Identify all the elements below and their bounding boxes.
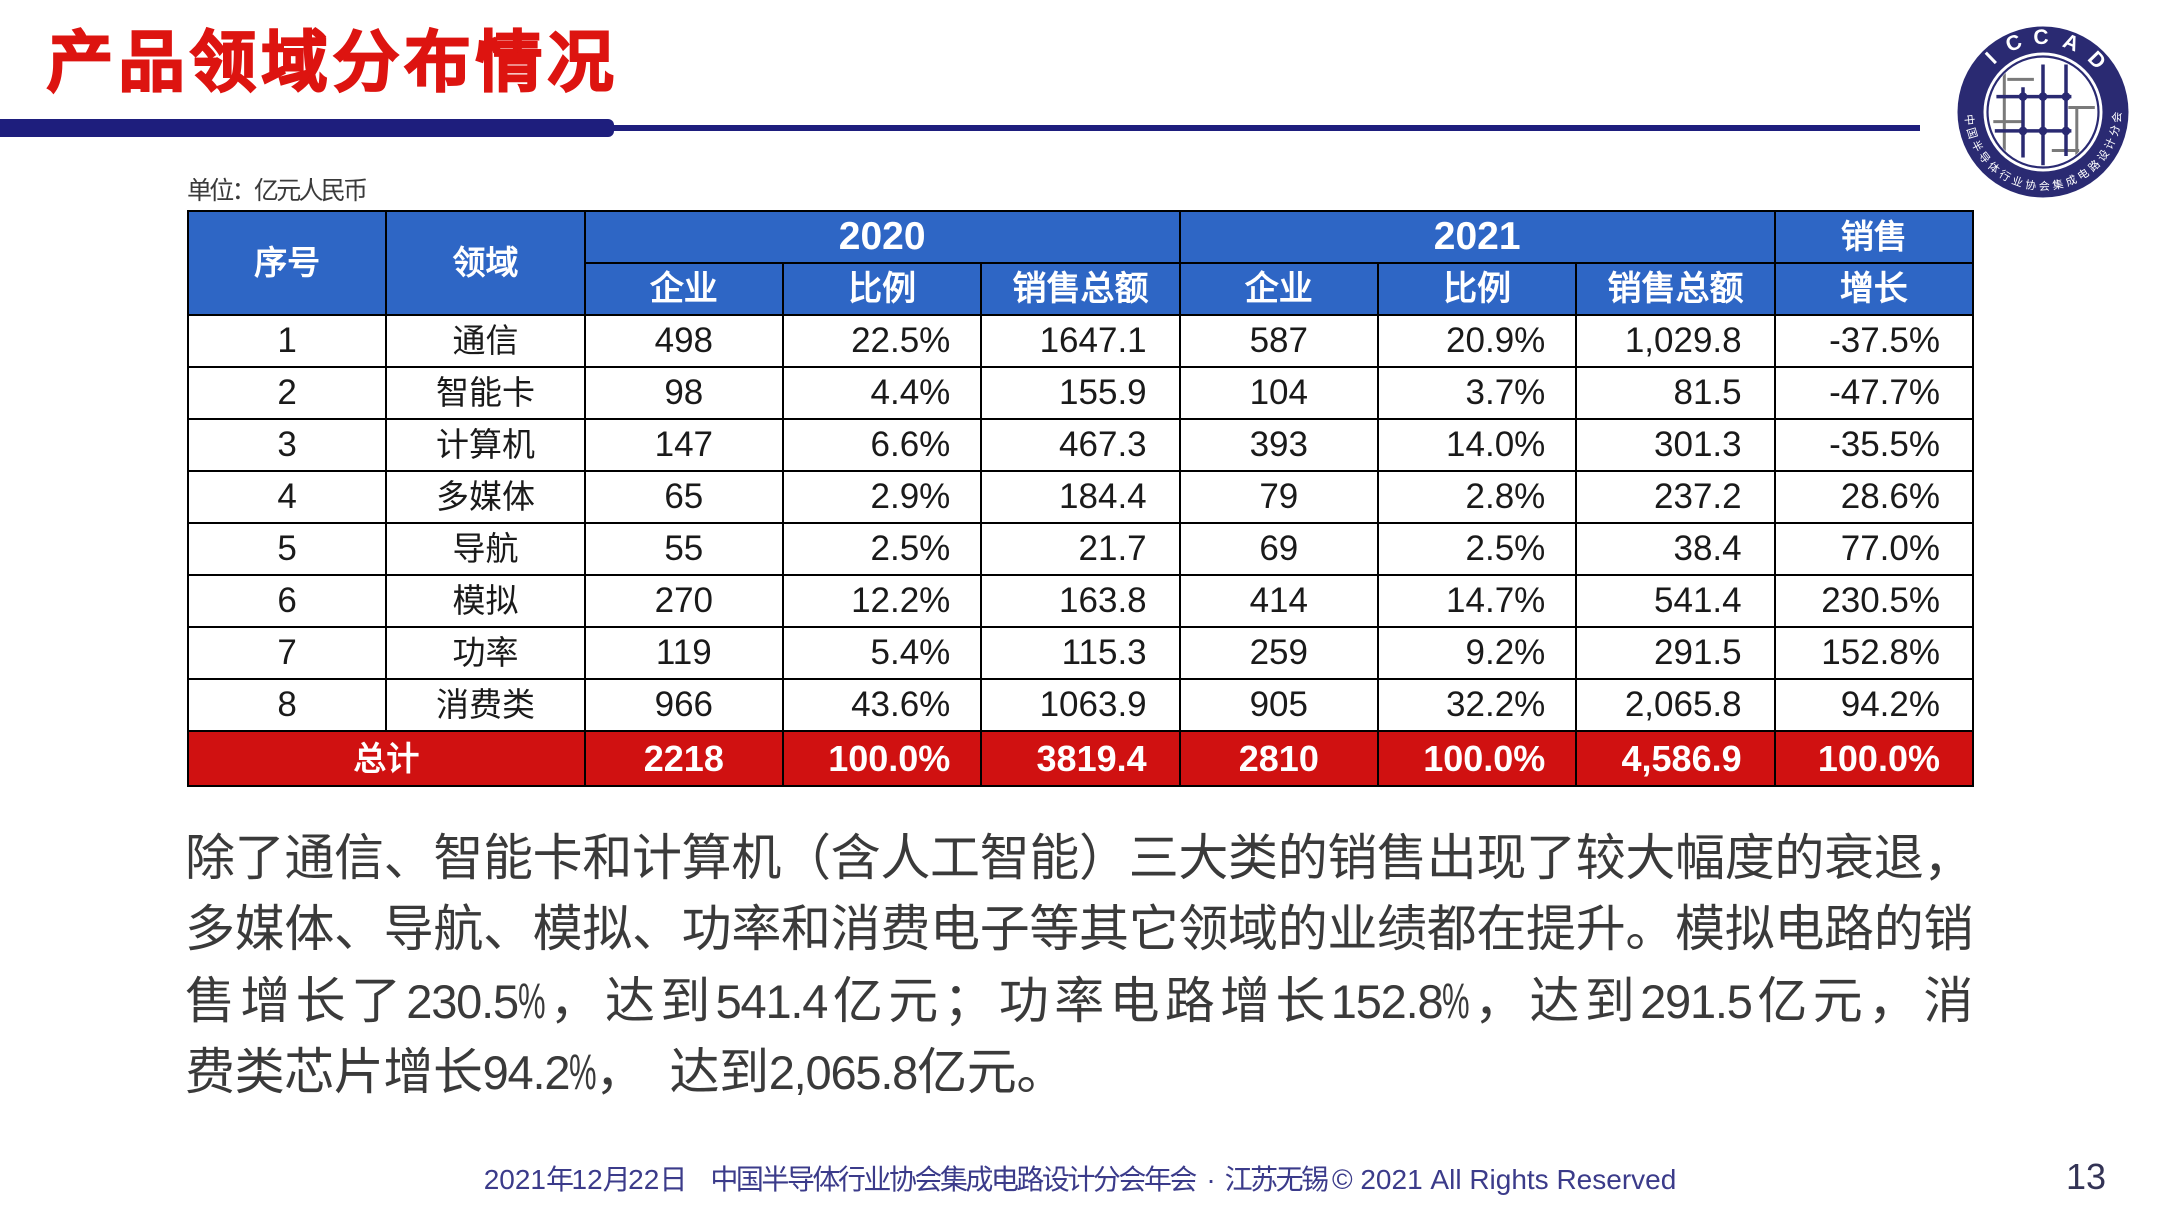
svg-text:中: 中 [1962,114,1976,126]
svg-text:计: 计 [2102,136,2118,151]
svg-text:会: 会 [2110,111,2124,123]
svg-text:成: 成 [2064,173,2079,189]
svg-text:分: 分 [2107,124,2122,138]
svg-text:国: 国 [1964,126,1980,140]
svg-text:业: 业 [2010,174,2025,190]
svg-text:C: C [2033,26,2049,49]
svg-text:会: 会 [2039,180,2050,193]
svg-text:协: 协 [2024,177,2037,193]
svg-text:集: 集 [2051,177,2065,193]
